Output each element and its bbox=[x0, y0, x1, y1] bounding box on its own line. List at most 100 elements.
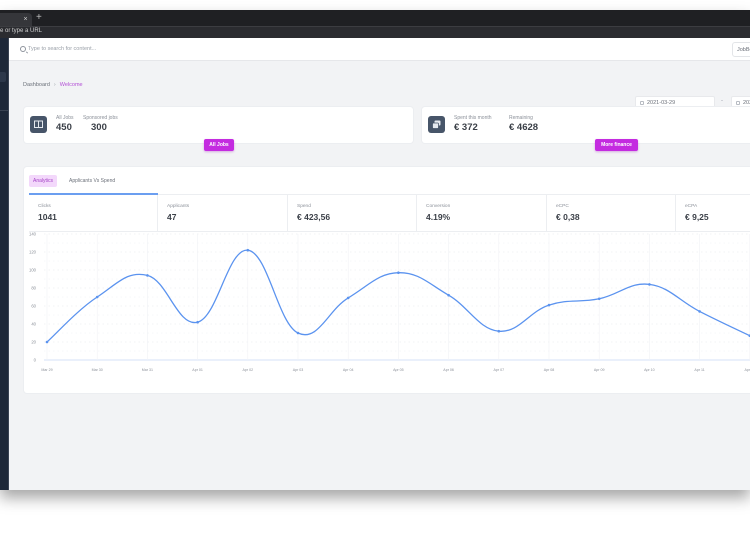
data-point[interactable] bbox=[346, 296, 350, 300]
x-axis-tick: Apr 09 bbox=[594, 368, 605, 372]
tab-analytics[interactable]: Analytics bbox=[29, 175, 58, 187]
active-tab-indicator bbox=[29, 193, 158, 195]
metric-label: eCPA bbox=[685, 204, 698, 209]
jobs-summary-card: All Jobs 450 Sponsored jobs 300 bbox=[24, 107, 413, 143]
data-point[interactable] bbox=[698, 310, 701, 313]
address-bar[interactable]: e or type a URL bbox=[0, 26, 750, 38]
stat-value: 300 bbox=[91, 122, 107, 133]
browser-window: × + e or type a URL JobBo Dashboard›Welc… bbox=[0, 10, 750, 490]
x-axis-tick: Apr 10 bbox=[644, 368, 655, 372]
clicks-series-line bbox=[46, 249, 750, 343]
metric-label: Conversion bbox=[426, 204, 451, 209]
y-axis-tick: 60 bbox=[31, 304, 36, 309]
address-bar-placeholder: e or type a URL bbox=[0, 28, 43, 34]
book-icon bbox=[30, 116, 47, 133]
breadcrumb: Dashboard › Welcome bbox=[23, 82, 83, 88]
y-axis-tick: 120 bbox=[29, 250, 37, 255]
date-range-separator: - bbox=[721, 98, 723, 104]
wallet-icon bbox=[428, 116, 445, 133]
x-axis-tick: Mar 31 bbox=[142, 368, 153, 372]
x-axis-tick: Mar 29 bbox=[41, 368, 52, 372]
breadcrumb-dashboard[interactable]: Dashboard bbox=[23, 82, 50, 88]
metric-spend: Spend € 423,56 bbox=[288, 195, 417, 232]
tab-applicants-vs-spend[interactable]: Applicants Vs Spend bbox=[69, 178, 116, 184]
y-axis-tick: 140 bbox=[29, 232, 37, 237]
data-point[interactable] bbox=[196, 320, 199, 324]
calendar-icon bbox=[640, 101, 644, 105]
x-axis-tick: Apr 02 bbox=[243, 368, 254, 372]
x-axis-tick: Apr 11 bbox=[694, 368, 704, 372]
metric-label: Clicks bbox=[38, 204, 51, 209]
data-point[interactable] bbox=[95, 295, 99, 299]
sidebar-divider bbox=[0, 110, 9, 111]
stat-value: € 4628 bbox=[509, 122, 539, 133]
data-point[interactable] bbox=[246, 248, 250, 252]
search-icon bbox=[20, 46, 26, 52]
stat-value: € 372 bbox=[454, 122, 478, 133]
y-axis-tick: 20 bbox=[31, 340, 36, 345]
end-date-value: 202 bbox=[743, 100, 750, 106]
metric-clicks: Clicks 1041 bbox=[29, 195, 158, 232]
chevron-right-icon: › bbox=[53, 82, 56, 88]
analytics-card: Analytics Applicants Vs Spend Clicks 104… bbox=[24, 167, 750, 393]
x-axis-tick: Apr 07 bbox=[494, 368, 505, 372]
x-axis-tick: Apr 04 bbox=[343, 368, 354, 372]
breadcrumb-welcome: Welcome bbox=[59, 82, 83, 88]
sidebar-item-active[interactable] bbox=[0, 72, 6, 82]
x-axis-tick: Apr 03 bbox=[293, 368, 304, 372]
x-axis-tick: Apr 08 bbox=[544, 368, 555, 372]
data-point[interactable] bbox=[648, 283, 651, 286]
data-point[interactable] bbox=[45, 340, 49, 344]
more-finance-button[interactable]: More finance bbox=[595, 139, 638, 151]
metric-conversion: Conversion 4.19% bbox=[417, 195, 547, 232]
metric-value: € 9,25 bbox=[685, 212, 709, 222]
data-point[interactable] bbox=[597, 297, 601, 301]
data-point[interactable] bbox=[547, 303, 551, 307]
data-point[interactable] bbox=[397, 271, 400, 274]
metric-value: € 0,38 bbox=[556, 212, 580, 222]
stat-all-jobs: All Jobs 450 bbox=[56, 115, 74, 133]
stat-label: All Jobs bbox=[56, 115, 74, 121]
x-axis-tick: Apr 01 bbox=[192, 368, 203, 372]
y-axis-tick: 40 bbox=[31, 322, 36, 327]
x-axis-tick: Apr 12 bbox=[745, 368, 750, 372]
browser-tabstrip: × + bbox=[0, 10, 750, 26]
stat-label: Sponsored jobs bbox=[83, 115, 118, 121]
data-point[interactable] bbox=[296, 331, 300, 335]
metric-value: € 423,56 bbox=[297, 212, 331, 222]
x-axis-tick: Mar 30 bbox=[92, 368, 103, 372]
new-tab-icon[interactable]: + bbox=[36, 12, 42, 23]
y-axis-tick: 80 bbox=[31, 286, 36, 291]
metric-label: eCPC bbox=[556, 204, 569, 209]
data-point[interactable] bbox=[447, 293, 450, 297]
all-jobs-button[interactable]: All Jobs bbox=[204, 139, 234, 151]
stat-label: Spent this month bbox=[454, 115, 492, 121]
clicks-line-chart: 0 20 40 60 80 100 120 140 Mar 29 Mar 30 Mar 31 Apr … bbox=[29, 232, 750, 372]
tab-divider bbox=[158, 194, 750, 195]
search-input[interactable] bbox=[28, 44, 328, 54]
x-axis-tick: Apr 06 bbox=[443, 368, 454, 372]
sidebar bbox=[0, 38, 9, 490]
browser-tab[interactable]: × bbox=[0, 13, 32, 26]
stat-sponsored-jobs: Sponsored jobs 300 bbox=[83, 115, 118, 133]
stat-spent-this-month: Spent this month € 372 bbox=[454, 115, 492, 133]
data-point[interactable] bbox=[497, 329, 501, 333]
start-date-value: 2021-03-29 bbox=[647, 100, 676, 106]
calendar-icon bbox=[736, 101, 740, 105]
metric-value: 1041 bbox=[38, 212, 57, 222]
finance-summary-card: Spent this month € 372 Remaining € 4628 bbox=[422, 107, 750, 143]
metric-ecpa: eCPA € 9,25 bbox=[676, 195, 750, 232]
close-tab-icon[interactable]: × bbox=[23, 16, 28, 23]
data-point[interactable] bbox=[146, 274, 149, 277]
job-board-select[interactable]: JobBo bbox=[732, 42, 750, 57]
metric-label: Applicants bbox=[167, 204, 190, 209]
metric-label: Spend bbox=[297, 204, 311, 209]
stat-value: 450 bbox=[56, 122, 72, 133]
stat-remaining: Remaining € 4628 bbox=[509, 115, 538, 133]
y-axis-tick: 100 bbox=[29, 268, 37, 273]
stat-label: Remaining bbox=[509, 115, 533, 121]
metric-value: 4.19% bbox=[426, 212, 451, 222]
metric-ecpc: eCPC € 0,38 bbox=[547, 195, 676, 232]
top-header: JobBo bbox=[9, 38, 750, 61]
